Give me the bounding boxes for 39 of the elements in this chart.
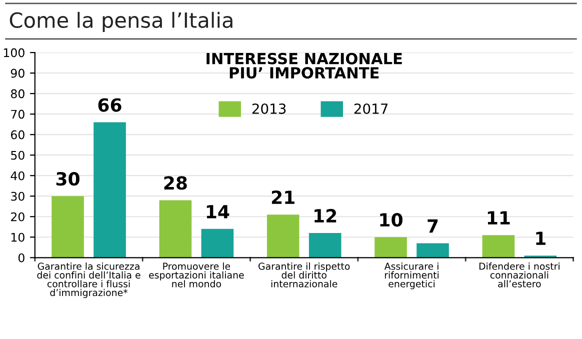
y-tick-label: 70	[11, 110, 24, 119]
y-tick-label: 50	[11, 150, 24, 160]
bar	[482, 235, 515, 258]
x-tick-label: Promuovere le esportazioni italiane nel mondo	[149, 262, 244, 288]
bar	[201, 228, 234, 258]
data-label: 21	[272, 190, 294, 204]
y-tick-label: 10	[11, 232, 24, 242]
x-tick-label: Garantire il rispetto del diritto internazionale	[258, 262, 350, 288]
chart-subtitle: INTERESSE NAZIONALE PIU’ IMPORTANTE	[206, 52, 402, 79]
y-tick-label: 90	[10, 68, 24, 78]
bar	[374, 237, 407, 258]
y-tick-label: 20	[11, 212, 24, 222]
bar	[52, 196, 84, 258]
data-label: 28	[164, 176, 187, 190]
bar	[94, 122, 126, 258]
y-tick-label: 60	[11, 130, 24, 140]
bar	[266, 214, 300, 258]
data-label: 7	[428, 219, 438, 233]
data-label: 30	[56, 172, 80, 186]
data-label: 11	[488, 211, 510, 224]
legend-label: 2013	[252, 103, 286, 114]
legend-label: 2017	[354, 103, 388, 114]
bar	[159, 200, 192, 258]
x-tick-label: Difendere i nostri connazionali all’estero	[479, 262, 560, 288]
x-tick-label: Garantire la sicurezza dei confini dell’Italia e controllare i flussi d’immigrazione*	[37, 262, 140, 298]
data-label: 1	[536, 232, 546, 245]
data-label: 10	[380, 213, 402, 227]
y-tick-label: 40	[10, 171, 24, 180]
y-tick-label: 0	[18, 253, 24, 262]
data-label: 12	[314, 208, 336, 222]
y-tick-label: 80	[10, 89, 24, 98]
bar	[308, 233, 342, 258]
chart-title: Come la pensa l’Italia	[10, 12, 232, 32]
bar	[416, 243, 449, 258]
y-tick-label: 100	[4, 48, 24, 58]
y-tick-label: 30	[11, 192, 24, 201]
data-label: 14	[206, 205, 230, 218]
x-tick-label: Assicurare i rifornimenti energetici	[384, 262, 439, 290]
data-label: 66	[98, 98, 122, 112]
